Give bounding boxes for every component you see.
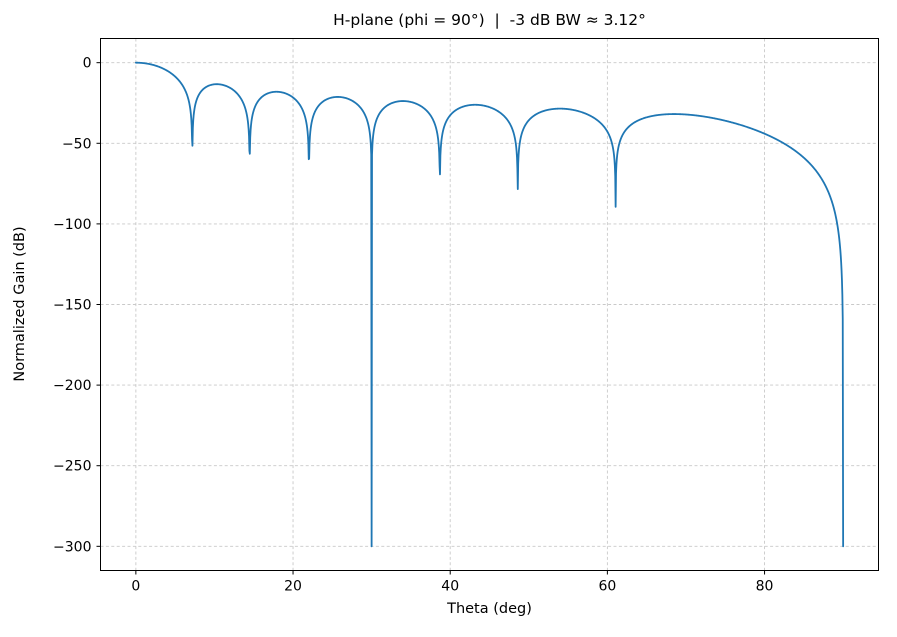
y-tick-label: −250 <box>53 459 91 475</box>
x-tick-label: 60 <box>598 579 616 595</box>
y-tick-label: 0 <box>83 56 92 72</box>
axis-ticks <box>96 62 766 575</box>
tick-labels: 0 20 40 60 80 0 −50 −100 −150 −200 −250 −300 <box>53 56 773 595</box>
chart-title: H-plane (phi = 90°) | -3 dB BW ≈ 3.12° <box>333 11 646 29</box>
x-tick-label: 20 <box>284 579 302 595</box>
x-axis-label: Theta (deg) <box>447 601 532 617</box>
y-tick-label: −300 <box>53 539 91 555</box>
y-tick-label: −200 <box>53 378 91 394</box>
x-tick-label: 40 <box>441 579 459 595</box>
grid-lines <box>100 38 879 571</box>
y-axis-label: Normalized Gain (dB) <box>12 226 28 382</box>
y-tick-label: −100 <box>53 217 91 233</box>
gain-curve <box>134 61 845 548</box>
x-tick-label: 0 <box>131 579 140 595</box>
y-tick-label: −50 <box>62 136 92 152</box>
y-tick-label: −150 <box>53 298 91 314</box>
x-tick-label: 80 <box>756 579 774 595</box>
